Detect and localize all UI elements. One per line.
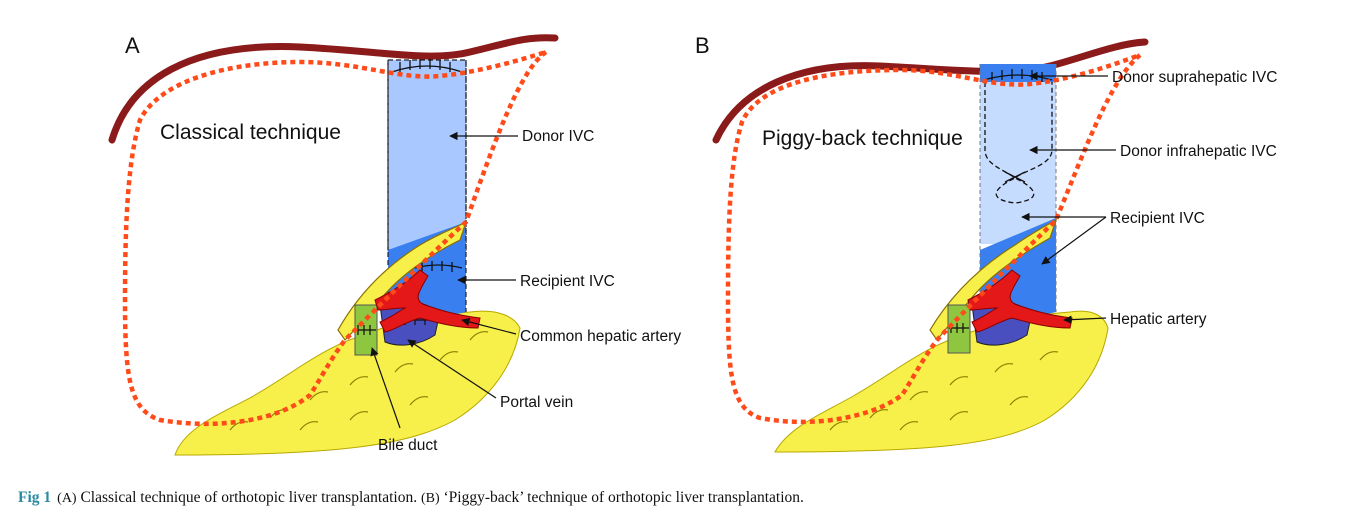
- caption-a-text: Classical technique of orthotopic liver …: [80, 489, 418, 506]
- diaphragm-a: [108, 34, 559, 144]
- label-donor-ivc-a: Donor IVC: [522, 128, 594, 145]
- label-donor-suprahepatic-ivc-b: Donor suprahepatic IVC: [1112, 69, 1277, 86]
- panel-b: B Piggy-back technique Donor suprahe: [695, 33, 1277, 453]
- liver-outline-a: [122, 49, 548, 427]
- caption-fig-label: Fig 1: [18, 489, 52, 506]
- donor-ivc-a: [387, 59, 467, 251]
- caption-b-text: ‘Piggy-back’ technique of orthotopic liv…: [443, 489, 804, 506]
- figure-diagram: A: [108, 33, 1277, 456]
- suture-top-a: [391, 59, 463, 73]
- title-b: Piggy-back technique: [762, 127, 963, 150]
- label-bile-duct-a: Bile duct: [378, 437, 438, 454]
- liver-outline-b: [725, 52, 1142, 425]
- bile-duct-b: [947, 304, 971, 354]
- title-a: Classical technique: [160, 121, 341, 144]
- label-hepatic-artery-b: Hepatic artery: [1110, 311, 1207, 328]
- panel-a: A: [108, 33, 681, 456]
- figure-caption: Fig 1 (A) Classical technique of orthotop…: [18, 489, 804, 507]
- panel-a-letter: A: [125, 33, 140, 58]
- suture-top-b: [983, 69, 1053, 82]
- label-portal-vein-a: Portal vein: [500, 394, 573, 411]
- infrahepatic-stump-b: [984, 82, 1053, 204]
- caption-b-tag: (B): [420, 491, 440, 506]
- label-common-hepatic-artery-a: Common hepatic artery: [520, 328, 681, 345]
- label-donor-infrahepatic-ivc-b: Donor infrahepatic IVC: [1120, 143, 1277, 160]
- diaphragm-b: [712, 38, 1149, 144]
- hepatic-artery-b: [967, 269, 1073, 333]
- donor-ivc-b: [980, 64, 1056, 244]
- pancreas-b-texture: [829, 351, 1059, 431]
- panel-b-letter: B: [695, 33, 710, 58]
- label-recipient-ivc-a: Recipient IVC: [520, 273, 615, 290]
- caption-a-tag: (A): [57, 491, 77, 506]
- label-recipient-ivc-b: Recipient IVC: [1110, 210, 1205, 227]
